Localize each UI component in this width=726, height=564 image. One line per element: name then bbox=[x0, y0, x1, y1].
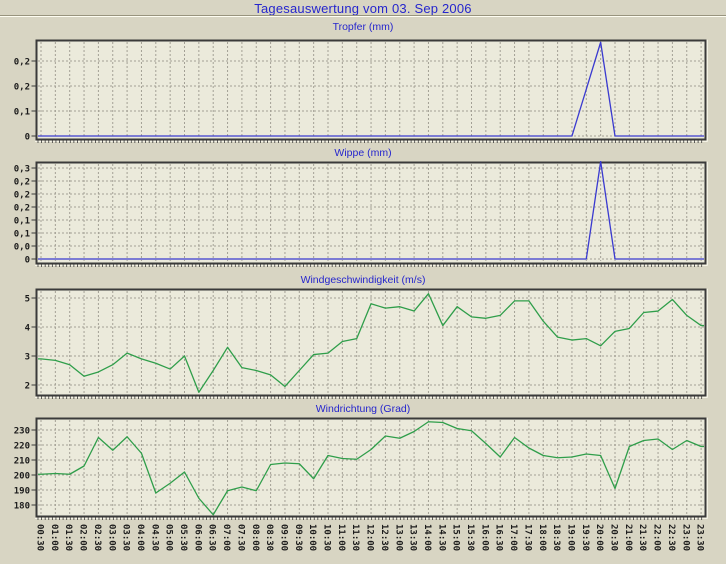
windrichtung-chart: 230 220 210 200 190 180 00:30 01:00 01:30 02:00 02… bbox=[14, 417, 708, 551]
svg-text:13:00: 13:00 bbox=[393, 524, 403, 551]
page-title: Tagesauswertung vom 03. Sep 2006 bbox=[254, 1, 472, 16]
svg-text:00:30: 00:30 bbox=[35, 524, 45, 551]
svg-text:0,2: 0,2 bbox=[14, 58, 30, 68]
svg-text:23:30: 23:30 bbox=[695, 524, 705, 551]
svg-text:0,2: 0,2 bbox=[14, 178, 30, 188]
svg-text:210: 210 bbox=[14, 457, 30, 467]
svg-text:17:00: 17:00 bbox=[508, 524, 518, 551]
svg-text:20:00: 20:00 bbox=[594, 524, 604, 551]
svg-text:12:30: 12:30 bbox=[379, 524, 389, 551]
title-divider bbox=[0, 15, 726, 17]
svg-text:19:00: 19:00 bbox=[565, 524, 575, 551]
svg-text:18:00: 18:00 bbox=[537, 524, 547, 551]
windgeschwindigkeit-chart: 5 4 3 2 bbox=[25, 288, 708, 399]
svg-text:14:00: 14:00 bbox=[422, 524, 432, 551]
svg-text:0: 0 bbox=[25, 133, 30, 143]
chart-title-windgeschwindigkeit: Windgeschwindigkeit (m/s) bbox=[300, 274, 426, 286]
svg-text:0,1: 0,1 bbox=[14, 217, 30, 227]
svg-text:02:30: 02:30 bbox=[92, 524, 102, 551]
svg-text:0,1: 0,1 bbox=[14, 108, 30, 118]
svg-text:11:30: 11:30 bbox=[350, 524, 360, 551]
svg-text:0,2: 0,2 bbox=[14, 191, 30, 201]
svg-text:06:30: 06:30 bbox=[207, 524, 217, 551]
svg-text:19:30: 19:30 bbox=[580, 524, 590, 551]
chart-title-tropfer: Tropfer (mm) bbox=[332, 21, 394, 33]
svg-text:5: 5 bbox=[25, 295, 30, 305]
svg-text:10:00: 10:00 bbox=[307, 524, 317, 551]
svg-text:12:00: 12:00 bbox=[365, 524, 375, 551]
svg-text:08:00: 08:00 bbox=[250, 524, 260, 551]
svg-text:07:30: 07:30 bbox=[235, 524, 245, 551]
svg-text:04:00: 04:00 bbox=[135, 524, 145, 551]
svg-text:14:30: 14:30 bbox=[436, 524, 446, 551]
svg-text:22:00: 22:00 bbox=[652, 524, 662, 551]
wippe-chart: 0,3 0,2 0,2 0,2 0,1 0,1 0,0 0 bbox=[14, 161, 708, 267]
svg-text:09:00: 09:00 bbox=[278, 524, 288, 551]
svg-text:0,2: 0,2 bbox=[14, 204, 30, 214]
svg-text:10:30: 10:30 bbox=[322, 524, 332, 551]
svg-text:13:30: 13:30 bbox=[408, 524, 418, 551]
svg-text:20:30: 20:30 bbox=[609, 524, 619, 551]
svg-text:01:30: 01:30 bbox=[63, 524, 73, 551]
tropfer-chart: 0,2 0,2 0,1 0 bbox=[14, 39, 708, 143]
svg-text:18:30: 18:30 bbox=[551, 524, 561, 551]
svg-text:2: 2 bbox=[25, 382, 30, 392]
svg-text:180: 180 bbox=[14, 502, 30, 512]
svg-text:190: 190 bbox=[14, 487, 30, 497]
svg-text:0: 0 bbox=[25, 256, 30, 266]
svg-text:230: 230 bbox=[14, 427, 30, 437]
chart-title-wippe: Wippe (mm) bbox=[334, 147, 392, 159]
svg-text:09:30: 09:30 bbox=[293, 524, 303, 551]
svg-text:03:00: 03:00 bbox=[106, 524, 116, 551]
svg-text:200: 200 bbox=[14, 472, 30, 482]
svg-text:16:30: 16:30 bbox=[494, 524, 504, 551]
svg-text:22:30: 22:30 bbox=[666, 524, 676, 551]
svg-text:11:00: 11:00 bbox=[336, 524, 346, 551]
svg-text:08:30: 08:30 bbox=[264, 524, 274, 551]
svg-text:17:30: 17:30 bbox=[522, 524, 532, 551]
svg-text:05:30: 05:30 bbox=[178, 524, 188, 551]
svg-text:21:00: 21:00 bbox=[623, 524, 633, 551]
svg-text:05:00: 05:00 bbox=[164, 524, 174, 551]
svg-text:23:00: 23:00 bbox=[680, 524, 690, 551]
svg-text:0,1: 0,1 bbox=[14, 230, 30, 240]
svg-text:15:00: 15:00 bbox=[451, 524, 461, 551]
svg-text:21:30: 21:30 bbox=[637, 524, 647, 551]
svg-text:0,0: 0,0 bbox=[14, 243, 30, 253]
svg-text:220: 220 bbox=[14, 442, 30, 452]
svg-text:04:30: 04:30 bbox=[149, 524, 159, 551]
svg-text:07:00: 07:00 bbox=[221, 524, 231, 551]
svg-text:01:00: 01:00 bbox=[49, 524, 59, 551]
svg-text:0,3: 0,3 bbox=[14, 165, 30, 175]
svg-text:0,2: 0,2 bbox=[14, 83, 30, 93]
chart-title-windrichtung: Windrichtung (Grad) bbox=[315, 403, 411, 415]
svg-text:4: 4 bbox=[25, 324, 31, 334]
svg-text:3: 3 bbox=[25, 353, 30, 363]
svg-text:06:00: 06:00 bbox=[192, 524, 202, 551]
svg-text:02:00: 02:00 bbox=[78, 524, 88, 551]
svg-text:15:30: 15:30 bbox=[465, 524, 475, 551]
svg-text:03:30: 03:30 bbox=[121, 524, 131, 551]
svg-text:16:00: 16:00 bbox=[479, 524, 489, 551]
